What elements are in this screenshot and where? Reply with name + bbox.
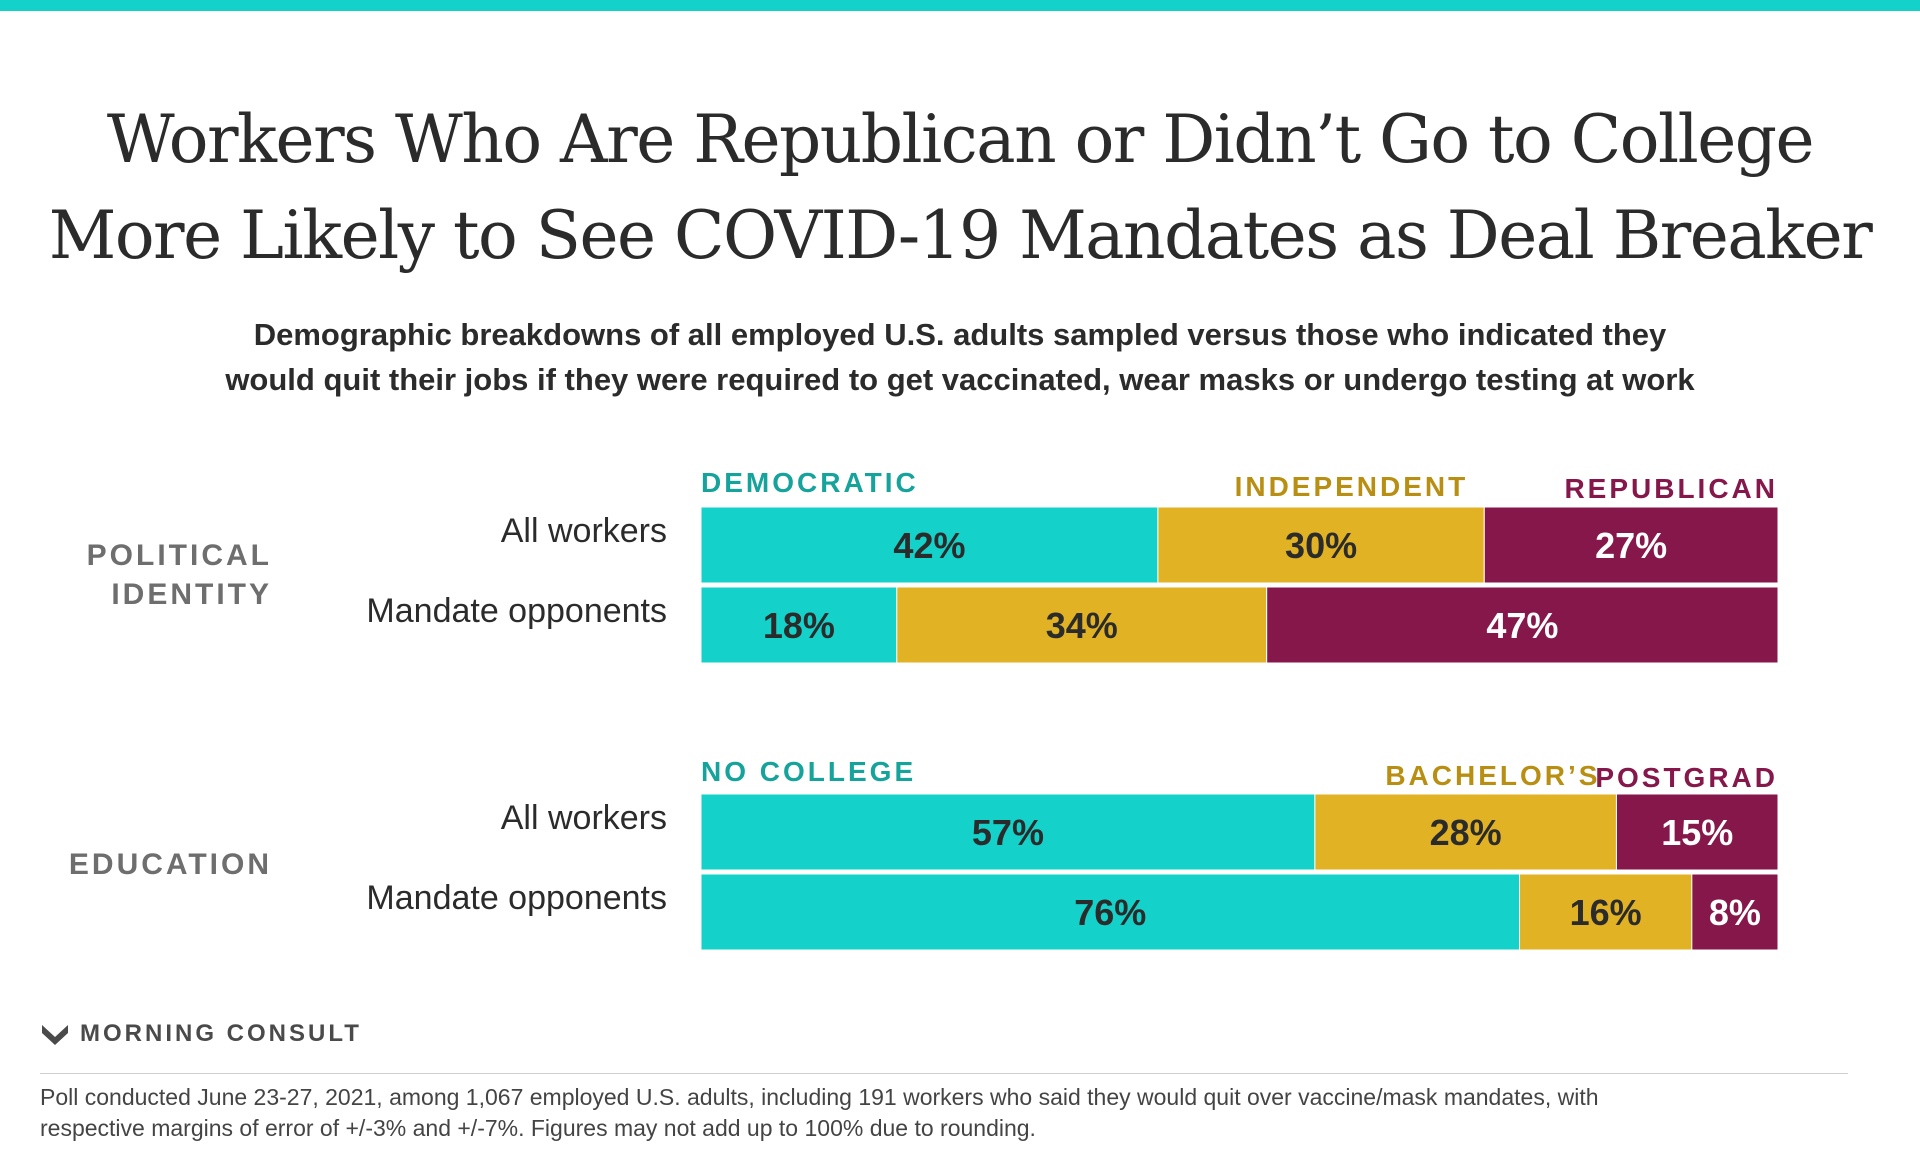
morning-consult-logo-icon [42, 1025, 68, 1045]
row-label: Mandate opponents [366, 879, 667, 917]
top-accent-bar [0, 0, 1920, 11]
brand-name: MORNING CONSULT [80, 1020, 362, 1047]
legend-label-independent: INDEPENDENT [1235, 471, 1469, 502]
bar-independent [896, 586, 1268, 664]
section-label: POLITICAL [87, 539, 272, 572]
section-label: IDENTITY [111, 578, 272, 611]
chart-subtitle-line-1: Demographic breakdowns of all employed U… [253, 317, 1667, 352]
data-label-no-college: 76% [1074, 892, 1146, 933]
chart-title-line-2: More Likely to See COVID-19 Mandates as … [48, 197, 1873, 274]
data-label-democratic: 18% [763, 605, 835, 646]
bar-postgrad [1615, 793, 1779, 871]
data-label-republican: 47% [1486, 605, 1558, 646]
bar-bachelor-s [1314, 793, 1617, 871]
data-label-republican: 27% [1595, 525, 1667, 566]
chart-title-line-1: Workers Who Are Republican or Didn’t Go … [106, 101, 1815, 178]
legend-label-democratic: DEMOCRATIC [701, 467, 919, 498]
row-label: Mandate opponents [366, 592, 667, 630]
data-label-postgrad: 15% [1661, 812, 1733, 853]
footnote-line-2: respective margins of error of +/-3% and… [40, 1115, 1036, 1141]
bar-republican [1483, 506, 1779, 584]
row-label: All workers [501, 512, 667, 550]
legend-label-no-college: NO COLLEGE [701, 756, 916, 787]
data-label-democratic: 42% [893, 525, 965, 566]
legend-label-republican: REPUBLICAN [1564, 473, 1778, 504]
footer-divider [40, 1073, 1848, 1074]
row-label: All workers [501, 799, 667, 837]
footnote-line-1: Poll conducted June 23-27, 2021, among 1… [40, 1084, 1599, 1110]
data-label-bachelor-s: 16% [1570, 892, 1642, 933]
chart-subtitle: Demographic breakdowns of all employed U… [0, 312, 1920, 402]
bar-democratic [700, 506, 1159, 584]
bar-bachelor-s [1519, 873, 1693, 951]
bar-republican [1266, 586, 1779, 664]
bar-independent [1157, 506, 1485, 584]
footnote: Poll conducted June 23-27, 2021, among 1… [40, 1082, 1880, 1144]
chart-subtitle-line-2: would quit their jobs if they were requi… [225, 362, 1695, 397]
data-label-independent: 30% [1285, 525, 1357, 566]
bar-no-college [700, 873, 1521, 951]
chart-title: Workers Who Are Republican or Didn’t Go … [0, 92, 1920, 284]
legend-label-bachelor-s: BACHELOR’S [1385, 760, 1600, 791]
legend-label-postgrad: POSTGRAD [1595, 762, 1778, 793]
bar-no-college [700, 793, 1316, 871]
bar-postgrad [1691, 873, 1779, 951]
data-label-postgrad: 8% [1709, 892, 1761, 933]
section-label: EDUCATION [69, 848, 272, 881]
data-label-bachelor-s: 28% [1430, 812, 1502, 853]
data-label-no-college: 57% [972, 812, 1044, 853]
data-label-independent: 34% [1046, 605, 1118, 646]
brand-logo: MORNING CONSULT [40, 1018, 362, 1050]
